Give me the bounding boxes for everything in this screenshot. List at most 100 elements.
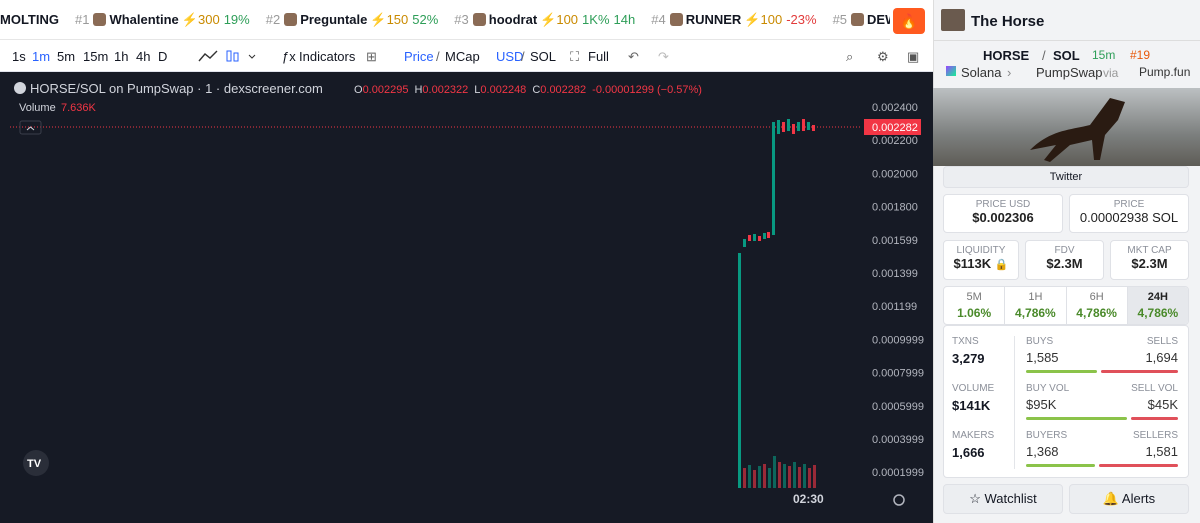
label: MKT CAP [1127,245,1172,256]
twitter-label: Twitter [1049,171,1083,183]
current-price: 0.002282 [872,122,918,134]
tradingview-logo[interactable] [23,450,49,476]
interval-button[interactable]: D [158,49,168,64]
boost: 300 [197,11,220,27]
timeframe-tab[interactable]: 5M 1.06% [944,287,1004,324]
fdv-card: FDV $2.3M [1025,240,1104,280]
interval-button[interactable]: 1s [12,49,26,64]
chain[interactable]: Solana [961,65,1002,80]
bolt: ⚡ [540,11,557,27]
pair-icon [14,82,26,94]
price-tick: 0.0009999 [872,334,924,346]
ohlc-readout: O0.002295 H0.002322 L0.002248 C0.002282 -0.0… [354,84,702,96]
sell-ratio-bar [1131,417,1178,420]
indicators-button[interactable]: Indicators [299,49,356,64]
dex[interactable]: PumpSwap [1036,65,1103,80]
name: RUNNER [685,11,742,27]
label: FDV [1054,245,1075,256]
ticker-bar: MOLTING #1 Whalentine ⚡300 19% #2 Preguntale ⚡… [0,0,890,40]
price-tick: 0.0007999 [872,368,924,380]
ticker-first[interactable]: MOLTING [0,12,59,27]
sol-toggle[interactable]: SOL [530,49,557,64]
tradingview-mark: TV [27,458,42,470]
boost: 150 [386,11,409,27]
tab-label: 1H [1028,291,1043,303]
collapse-icon [26,126,35,131]
alerts-button[interactable]: 🔔 Alerts [1069,484,1189,514]
rank: #3 [454,11,469,27]
rank: #5 [832,11,848,27]
value: $2.3M [1046,256,1083,271]
tab-label: 6H [1089,291,1104,303]
value: $0.002306 [972,210,1034,225]
price-tick: 0.0003999 [872,434,924,446]
price-tick: 0.001399 [872,268,918,280]
ohlc-key: H [414,84,422,96]
interval-button[interactable]: 5m [57,49,76,64]
timeframe-tabs: 5M 1.06% 1H 4,786% 6H 4,786% 24H 4,786% [943,286,1189,325]
full-icon: ⛶ [570,49,580,64]
settings-icon[interactable] [893,494,905,506]
stat-label: BUYERS [1026,430,1068,441]
stat-left: 1,585 [1026,350,1059,365]
tab-label: 5M [966,291,982,303]
price-tick: 0.002400 [872,102,918,114]
collapse-button[interactable] [19,120,42,135]
ticker-item[interactable]: #5DEW⚡30748%5h [823,12,890,28]
interval-button[interactable]: 4h [136,49,151,64]
launchpad[interactable]: Pump.fun [1139,65,1191,79]
avatar [93,12,107,26]
trending-button[interactable]: 🔥 [893,8,925,34]
stat-total: 1,666 [952,445,985,460]
boost: 100 [760,11,783,27]
price-tick: 0.0005999 [872,401,924,413]
undo-button[interactable]: ↶ [628,49,639,64]
interval-button[interactable]: 1m [32,49,51,64]
avatar [669,12,683,26]
stat-label: TXNS [952,336,979,347]
camera-icon[interactable]: ▣ [907,49,920,64]
price-tick: 0.001800 [872,202,918,214]
liquidity-value: $113K [953,256,992,271]
pair-symbol: HORSE [983,48,1030,63]
stat-left: $95K [1026,397,1057,412]
rank: #2 [265,11,281,27]
ticker-item[interactable]: #4 RUNNER ⚡100 -23% [641,12,816,28]
boost: 100 [556,11,579,27]
price-toggle[interactable]: Price [404,49,434,64]
price-tick: 0.0001999 [872,467,924,479]
volume-value: 7.636K [61,102,97,114]
stat-total: 3,279 [952,351,985,366]
watchlist-button[interactable]: ☆ Watchlist [943,484,1063,514]
full-button[interactable]: Full [588,49,609,64]
interval-button[interactable]: 1h [114,49,129,64]
zoom-icon[interactable]: ⌕ [846,49,854,64]
settings-icon[interactable]: ⚙ [877,49,889,64]
avatar [472,12,486,26]
ticker-item[interactable]: #3 hoodrat ⚡100 1K% 14h [444,12,635,28]
ohlc-key: L [474,84,480,96]
pair-rank: #19 [1130,48,1151,62]
label: PRICE USD [975,199,1031,210]
toolbar-icons [198,50,256,62]
token-thumb [941,9,965,31]
timeframe-tab[interactable]: 24H 4,786% [1126,287,1188,324]
price-tick: 0.001599 [872,235,918,247]
name: hoodrat [488,11,538,27]
buy-ratio-bar [1026,464,1095,467]
usd-toggle[interactable]: USD [496,49,524,64]
ticker-item[interactable]: #1 Whalentine ⚡300 19% [65,12,250,28]
mcap-toggle[interactable]: MCap [445,49,480,64]
redo-button[interactable]: ↷ [658,49,669,64]
ticker-item[interactable]: #2 Preguntale ⚡150 52% [256,12,439,28]
tab-value: 1.06% [957,306,992,320]
interval-button[interactable]: 15m [83,49,109,64]
stat-label: SELL VOL [1131,383,1178,394]
timeframe-tab[interactable]: 6H 4,786% [1065,287,1127,324]
timeframe-tab[interactable]: 1H 4,786% [1004,287,1065,324]
price-axis: 0.002400 0.002200 0.002000 0.001800 0.001599… [872,102,924,479]
layout-icon[interactable]: ⊞ [366,49,377,64]
current-price-badge [864,119,921,135]
twitter-button[interactable]: Twitter [943,166,1189,188]
